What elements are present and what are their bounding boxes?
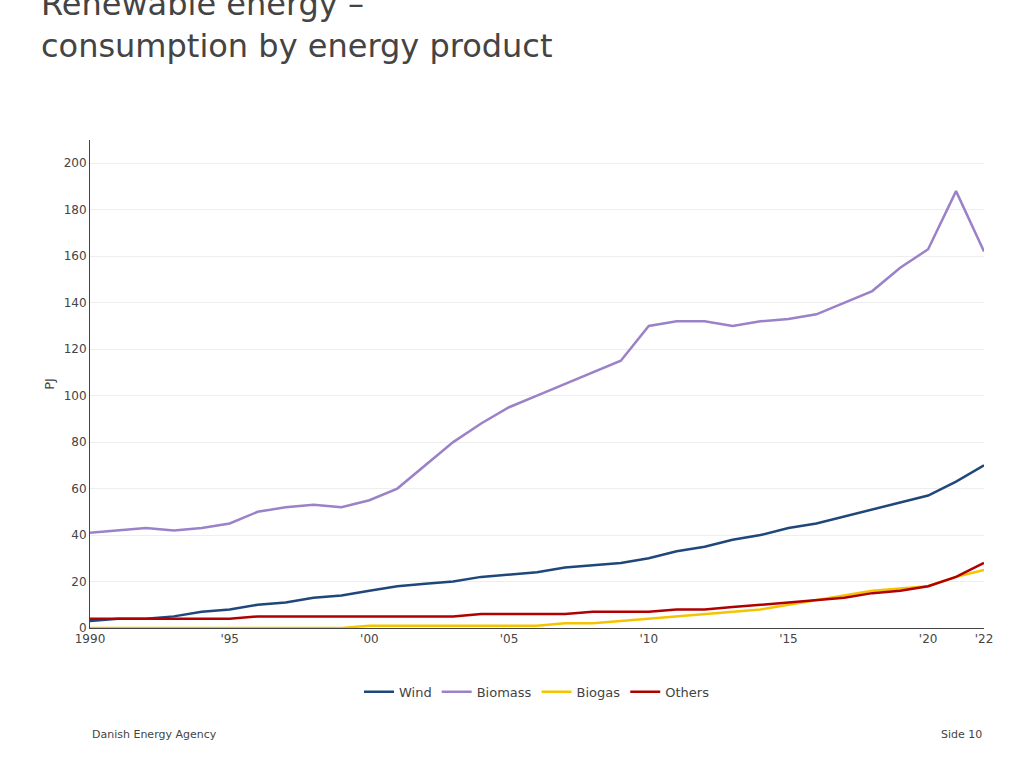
svg-text:1990: 1990 <box>75 632 106 646</box>
svg-text:'95: '95 <box>220 632 239 646</box>
svg-text:Side 10: Side 10 <box>941 728 982 741</box>
svg-text:Danish Energy Agency: Danish Energy Agency <box>92 728 217 741</box>
svg-text:Wind: Wind <box>399 685 432 700</box>
svg-text:60: 60 <box>71 482 86 496</box>
svg-text:140: 140 <box>64 296 87 310</box>
svg-text:20: 20 <box>71 575 86 589</box>
svg-text:'20: '20 <box>919 632 938 646</box>
svg-text:120: 120 <box>64 342 87 356</box>
svg-text:40: 40 <box>71 528 86 542</box>
svg-text:Renewable energy –consumption: Renewable energy –consumption by energy … <box>41 0 553 65</box>
svg-text:160: 160 <box>64 249 87 263</box>
svg-text:'22: '22 <box>975 632 994 646</box>
svg-text:'00: '00 <box>360 632 379 646</box>
svg-text:'15: '15 <box>779 632 798 646</box>
svg-text:PJ: PJ <box>42 378 57 390</box>
svg-text:Biomass: Biomass <box>477 685 532 700</box>
svg-text:Biogas: Biogas <box>577 685 621 700</box>
svg-text:80: 80 <box>71 435 86 449</box>
svg-text:Others: Others <box>665 685 709 700</box>
svg-text:'10: '10 <box>639 632 658 646</box>
svg-text:180: 180 <box>64 203 87 217</box>
svg-text:0: 0 <box>79 621 87 635</box>
svg-text:100: 100 <box>64 389 87 403</box>
svg-text:'05: '05 <box>500 632 519 646</box>
svg-text:200: 200 <box>64 156 87 170</box>
